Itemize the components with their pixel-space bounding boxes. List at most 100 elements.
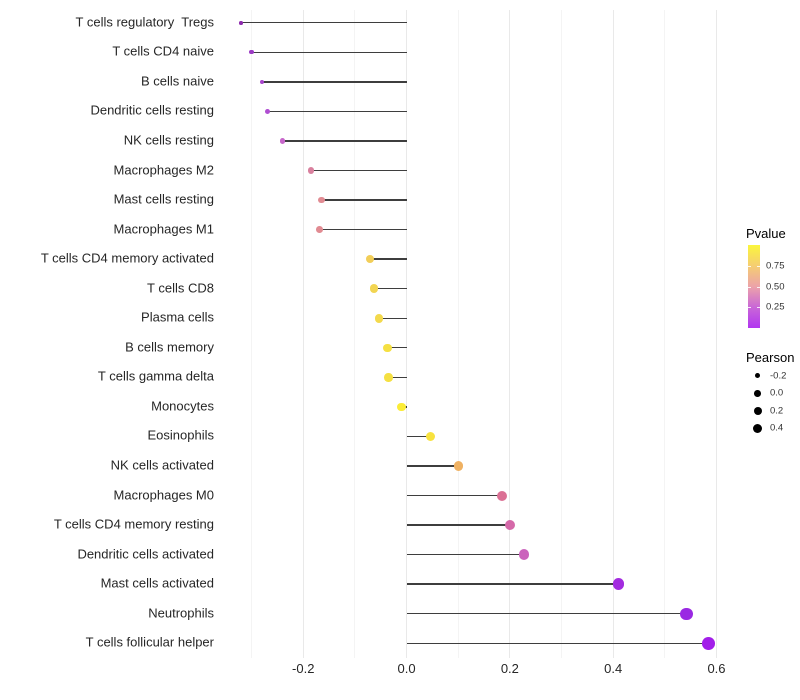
- plot-panel: [218, 8, 732, 658]
- y-axis-label: Dendritic cells resting: [90, 103, 214, 119]
- y-axis-label: NK cells activated: [110, 457, 214, 473]
- y-axis-label: B cells naive: [141, 73, 214, 89]
- gridline-minor: [354, 10, 356, 658]
- x-axis-tick-label: 0.0: [397, 661, 416, 676]
- size-legend-label: -0.2: [770, 370, 787, 382]
- lollipop-dot: [518, 549, 529, 560]
- y-axis-label: Dendritic cells activated: [77, 546, 214, 562]
- gridline-minor: [251, 10, 253, 658]
- lollipop-dot: [425, 431, 435, 441]
- lollipop-dot: [365, 254, 375, 264]
- lollipop-stem: [388, 376, 407, 378]
- lollipop-dot: [612, 578, 625, 590]
- y-axis-label: Macrophages M1: [113, 221, 214, 237]
- colorbar-tick: [748, 307, 751, 309]
- size-legend-label: 0.4: [770, 422, 784, 434]
- lollipop-dot: [701, 636, 715, 650]
- colorbar-tick: [757, 307, 760, 309]
- y-axis-label: T cells gamma delta: [97, 369, 214, 385]
- lollipop-dot: [279, 138, 286, 144]
- gridline-major: [406, 10, 408, 658]
- size-legend-title: Pearson: [746, 350, 795, 365]
- x-axis-tick-label: -0.2: [292, 661, 315, 676]
- lollipop-stem: [406, 583, 619, 585]
- size-legend-dot: [753, 406, 762, 415]
- lollipop-stem: [261, 81, 407, 83]
- gridline-major: [612, 10, 614, 658]
- lollipop-dot: [383, 343, 392, 352]
- gridline-minor: [457, 10, 459, 658]
- size-legend-label: 0.2: [770, 405, 784, 417]
- colorbar-tick: [757, 265, 760, 267]
- size-legend-dot: [753, 423, 763, 433]
- lollipop-dot: [454, 461, 464, 471]
- y-axis-label: Monocytes: [151, 398, 214, 414]
- lollipop-dot: [680, 607, 693, 620]
- size-legend-dot: [755, 373, 761, 379]
- colorbar-tick-label: 0.50: [766, 281, 785, 292]
- lollipop-dot: [505, 520, 516, 531]
- lollipop-dot: [374, 313, 384, 323]
- lollipop-stem: [406, 524, 511, 526]
- y-axis-label: Macrophages M0: [113, 487, 214, 503]
- lollipop-dot: [239, 20, 244, 25]
- lollipop-stem: [241, 22, 407, 24]
- lollipop-stem: [267, 110, 407, 113]
- y-axis-label: Mast cells resting: [113, 191, 214, 207]
- lollipop-stem: [406, 642, 709, 644]
- lollipop-dot: [397, 402, 406, 412]
- y-axis-label: Mast cells activated: [100, 575, 214, 591]
- gridline-major: [302, 10, 304, 658]
- lollipop-dot: [264, 108, 270, 114]
- y-axis-label: Neutrophils: [148, 605, 214, 621]
- gridline-major: [716, 10, 717, 658]
- x-axis-tick-label: 0.2: [500, 661, 519, 676]
- y-axis-label: T cells CD8: [147, 280, 214, 296]
- x-axis-tick-label: 0.4: [604, 661, 623, 676]
- lollipop-dot: [384, 373, 393, 382]
- y-axis-label: T cells follicular helper: [85, 634, 214, 650]
- lollipop-stem: [282, 140, 407, 142]
- size-legend-label: 0.0: [770, 387, 784, 399]
- size-legend-dot: [754, 389, 762, 397]
- lollipop-stem: [310, 169, 407, 172]
- lollipop-stem: [406, 612, 687, 615]
- lollipop-dot: [307, 167, 315, 174]
- y-axis-label: T cells CD4 naive: [112, 44, 214, 60]
- lollipop-stem: [387, 347, 407, 349]
- lollipop-stem: [379, 317, 407, 319]
- colorbar-tick-label: 0.25: [766, 301, 785, 313]
- lollipop-stem: [369, 258, 407, 260]
- y-axis-label: NK cells resting: [123, 132, 214, 148]
- lollipop-dot: [496, 490, 507, 501]
- x-axis-tick-label: 0.6: [707, 661, 726, 676]
- lollipop-stem: [406, 465, 459, 467]
- lollipop-stem: [251, 51, 407, 53]
- lollipop-stem: [319, 228, 407, 231]
- lollipop-dot: [369, 284, 379, 293]
- gridline-major: [509, 10, 511, 658]
- lollipop-dot: [316, 226, 324, 233]
- y-axis-label: T cells CD4 memory activated: [40, 250, 214, 266]
- lollipop-dot: [249, 50, 254, 55]
- lollipop-stem: [406, 553, 524, 556]
- lollipop-dot: [259, 79, 265, 85]
- y-axis-label: Macrophages M2: [113, 162, 214, 178]
- y-axis-label: Eosinophils: [147, 428, 215, 444]
- colorbar-tick: [748, 286, 751, 288]
- gridline-minor: [561, 10, 563, 658]
- lollipop-dot: [317, 196, 325, 204]
- colorbar-tick: [757, 286, 760, 288]
- lollipop-stem: [406, 494, 502, 497]
- y-axis-label: Plasma cells: [141, 309, 214, 325]
- colorbar-tick-label: 0.75: [766, 260, 785, 272]
- lollipop-stem: [321, 199, 407, 201]
- colorbar-tick: [748, 265, 751, 267]
- lollipop-stem: [374, 287, 407, 290]
- y-axis-label: T cells CD4 memory resting: [53, 516, 214, 532]
- lollipop-stem: [406, 435, 431, 438]
- y-axis-label: B cells memory: [125, 339, 214, 355]
- colorbar-legend-title: Pvalue: [746, 226, 786, 241]
- y-axis-label: T cells regulatory Tregs: [75, 14, 214, 30]
